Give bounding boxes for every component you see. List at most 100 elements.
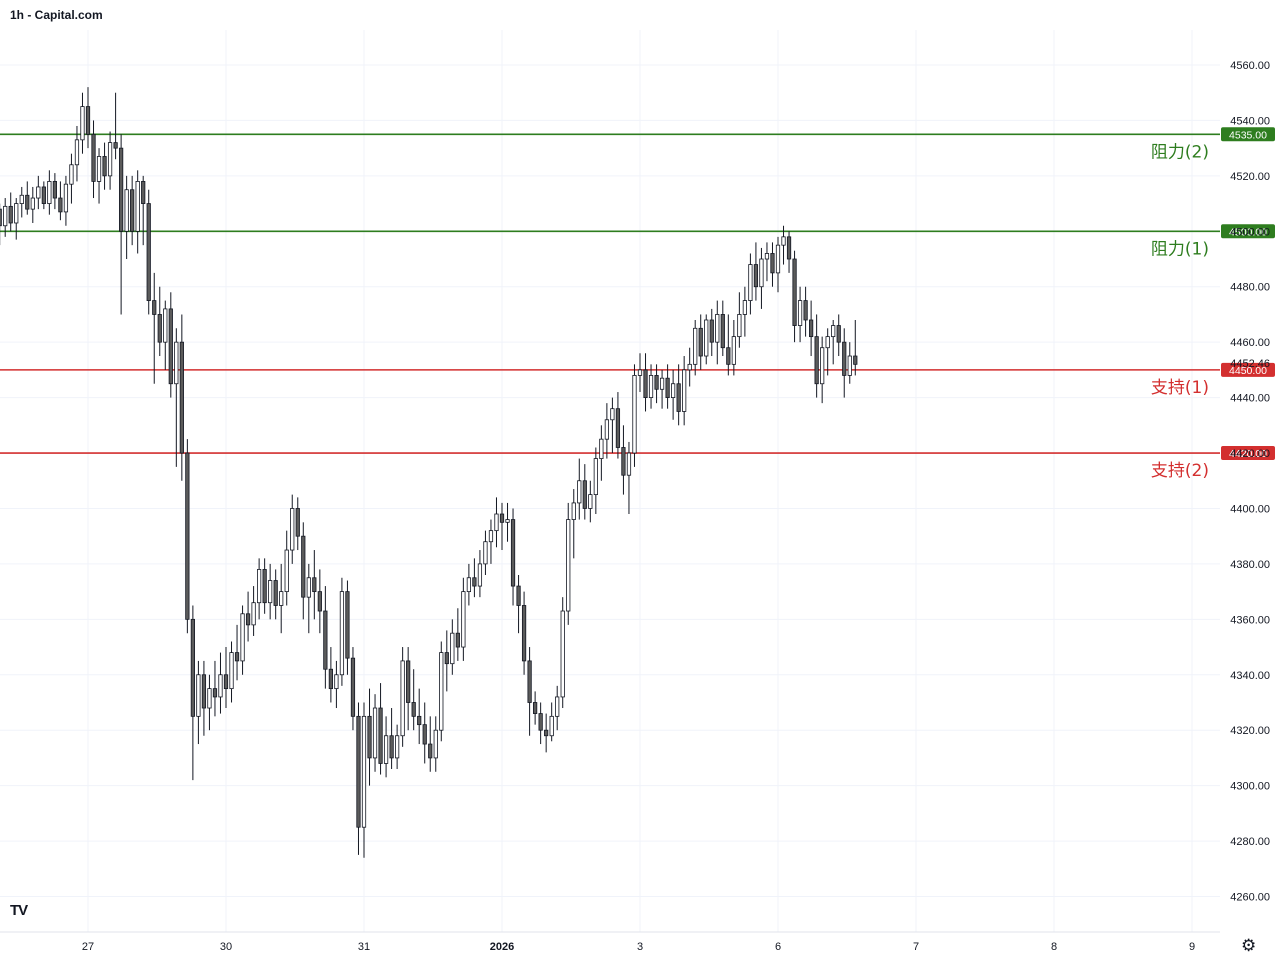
gear-icon[interactable]: ⚙ xyxy=(1241,936,1257,955)
candle-body xyxy=(3,205,8,227)
tradingview-logo[interactable]: TV xyxy=(10,902,28,919)
candle-body xyxy=(306,577,311,598)
candle-body xyxy=(124,189,129,232)
candle-body xyxy=(30,197,35,210)
candle-body xyxy=(383,735,389,764)
resistance-level-label: 阻力(1) xyxy=(1151,239,1209,259)
candle-body xyxy=(196,674,201,717)
candle-body xyxy=(295,508,300,537)
candle-body xyxy=(190,618,195,717)
candle-body xyxy=(676,383,681,412)
candle-body xyxy=(389,735,394,759)
candle-body xyxy=(372,707,378,759)
candle-body xyxy=(323,610,328,670)
candle-body xyxy=(516,585,521,606)
x-tick-label: 30 xyxy=(220,941,232,953)
candle-body xyxy=(268,580,273,604)
axes: 4560.00 4540.00 4520.00 4500.00 4480.00 4460.… xyxy=(0,60,1270,953)
candle-body xyxy=(218,674,223,698)
candle-body xyxy=(41,186,46,204)
candle-body xyxy=(301,535,306,598)
candle-body xyxy=(682,369,687,412)
chart-title: 1h - Capital.com xyxy=(10,8,103,22)
candle-body xyxy=(781,236,786,246)
resistance-price-badge xyxy=(1221,224,1275,239)
candle-body xyxy=(130,189,135,232)
candle-body xyxy=(566,519,571,612)
candle-body xyxy=(328,668,333,690)
candle-body xyxy=(538,713,543,731)
candle-body xyxy=(615,408,621,448)
x-tick-label: 8 xyxy=(1051,941,1057,953)
candle-body xyxy=(466,577,471,593)
candle-body xyxy=(753,264,759,288)
candle-body xyxy=(361,715,367,828)
candle-body xyxy=(58,197,63,213)
y-tick-label: 4300.00 xyxy=(1230,781,1270,793)
candle-body xyxy=(262,569,267,604)
candle-body xyxy=(533,702,538,714)
y-tick-label: 4380.00 xyxy=(1230,559,1270,571)
candle-body xyxy=(168,308,173,385)
candle-body xyxy=(0,208,2,227)
resistance-price-badge xyxy=(1221,127,1275,142)
y-tick-label: 4540.00 xyxy=(1230,115,1270,127)
candle-body xyxy=(356,715,361,828)
candle-body xyxy=(317,591,322,612)
candle-body xyxy=(687,363,692,371)
support-price-badge xyxy=(1221,446,1275,461)
candle-body xyxy=(174,341,179,385)
x-tick-label: 27 xyxy=(82,941,94,953)
candle-body xyxy=(107,142,113,177)
candle-body xyxy=(339,591,345,676)
candle-body xyxy=(759,258,764,288)
candle-body xyxy=(207,688,212,709)
candle-body xyxy=(201,674,207,709)
candle-body xyxy=(549,715,554,737)
candle-body xyxy=(444,652,449,665)
support-price-badge xyxy=(1221,362,1275,377)
candle-body xyxy=(764,253,770,260)
candle-body xyxy=(428,743,433,759)
y-tick-label: 4360.00 xyxy=(1230,614,1270,626)
candle-body xyxy=(797,300,803,326)
candle-body xyxy=(588,494,593,509)
candle-body xyxy=(119,147,124,232)
candle-body xyxy=(63,183,69,213)
candle-body xyxy=(809,319,814,338)
candle-body xyxy=(19,194,24,204)
candle-body xyxy=(836,325,841,343)
candle-body xyxy=(113,142,118,149)
y-tick-label: 4500.00 xyxy=(1230,226,1270,238)
candle-body xyxy=(803,300,808,321)
candle-body xyxy=(488,530,494,543)
candle-body xyxy=(775,244,781,274)
candle-body xyxy=(345,591,350,659)
candle-body xyxy=(417,715,422,726)
y-tick-label: 4320.00 xyxy=(1230,725,1270,737)
candle-body xyxy=(560,610,565,698)
candle-body xyxy=(659,377,665,390)
candle-body xyxy=(671,383,676,399)
candle-body xyxy=(251,602,256,626)
candle-body xyxy=(544,729,549,737)
candle-body xyxy=(141,181,146,204)
candle-body xyxy=(14,203,19,224)
candle-body xyxy=(847,355,852,376)
candle-body xyxy=(715,314,720,343)
candle-body xyxy=(770,253,775,274)
support-level-label: 支持(1) xyxy=(1151,378,1209,398)
candle-body xyxy=(831,325,836,338)
support-resistance-lines: 4535.00 阻力(2) 4500.00 阻力(1) 4450.00 支持(1) 4420… xyxy=(0,127,1275,481)
candle-body xyxy=(212,688,218,698)
candle-body xyxy=(378,707,383,764)
candle-body xyxy=(842,341,847,376)
candle-body xyxy=(146,203,151,301)
candle-body xyxy=(257,569,262,604)
candle-body xyxy=(433,729,438,759)
x-tick-label: 7 xyxy=(913,941,919,953)
candle-body xyxy=(610,408,615,421)
candle-body xyxy=(135,181,140,232)
support-level-label: 支持(2) xyxy=(1151,461,1209,481)
